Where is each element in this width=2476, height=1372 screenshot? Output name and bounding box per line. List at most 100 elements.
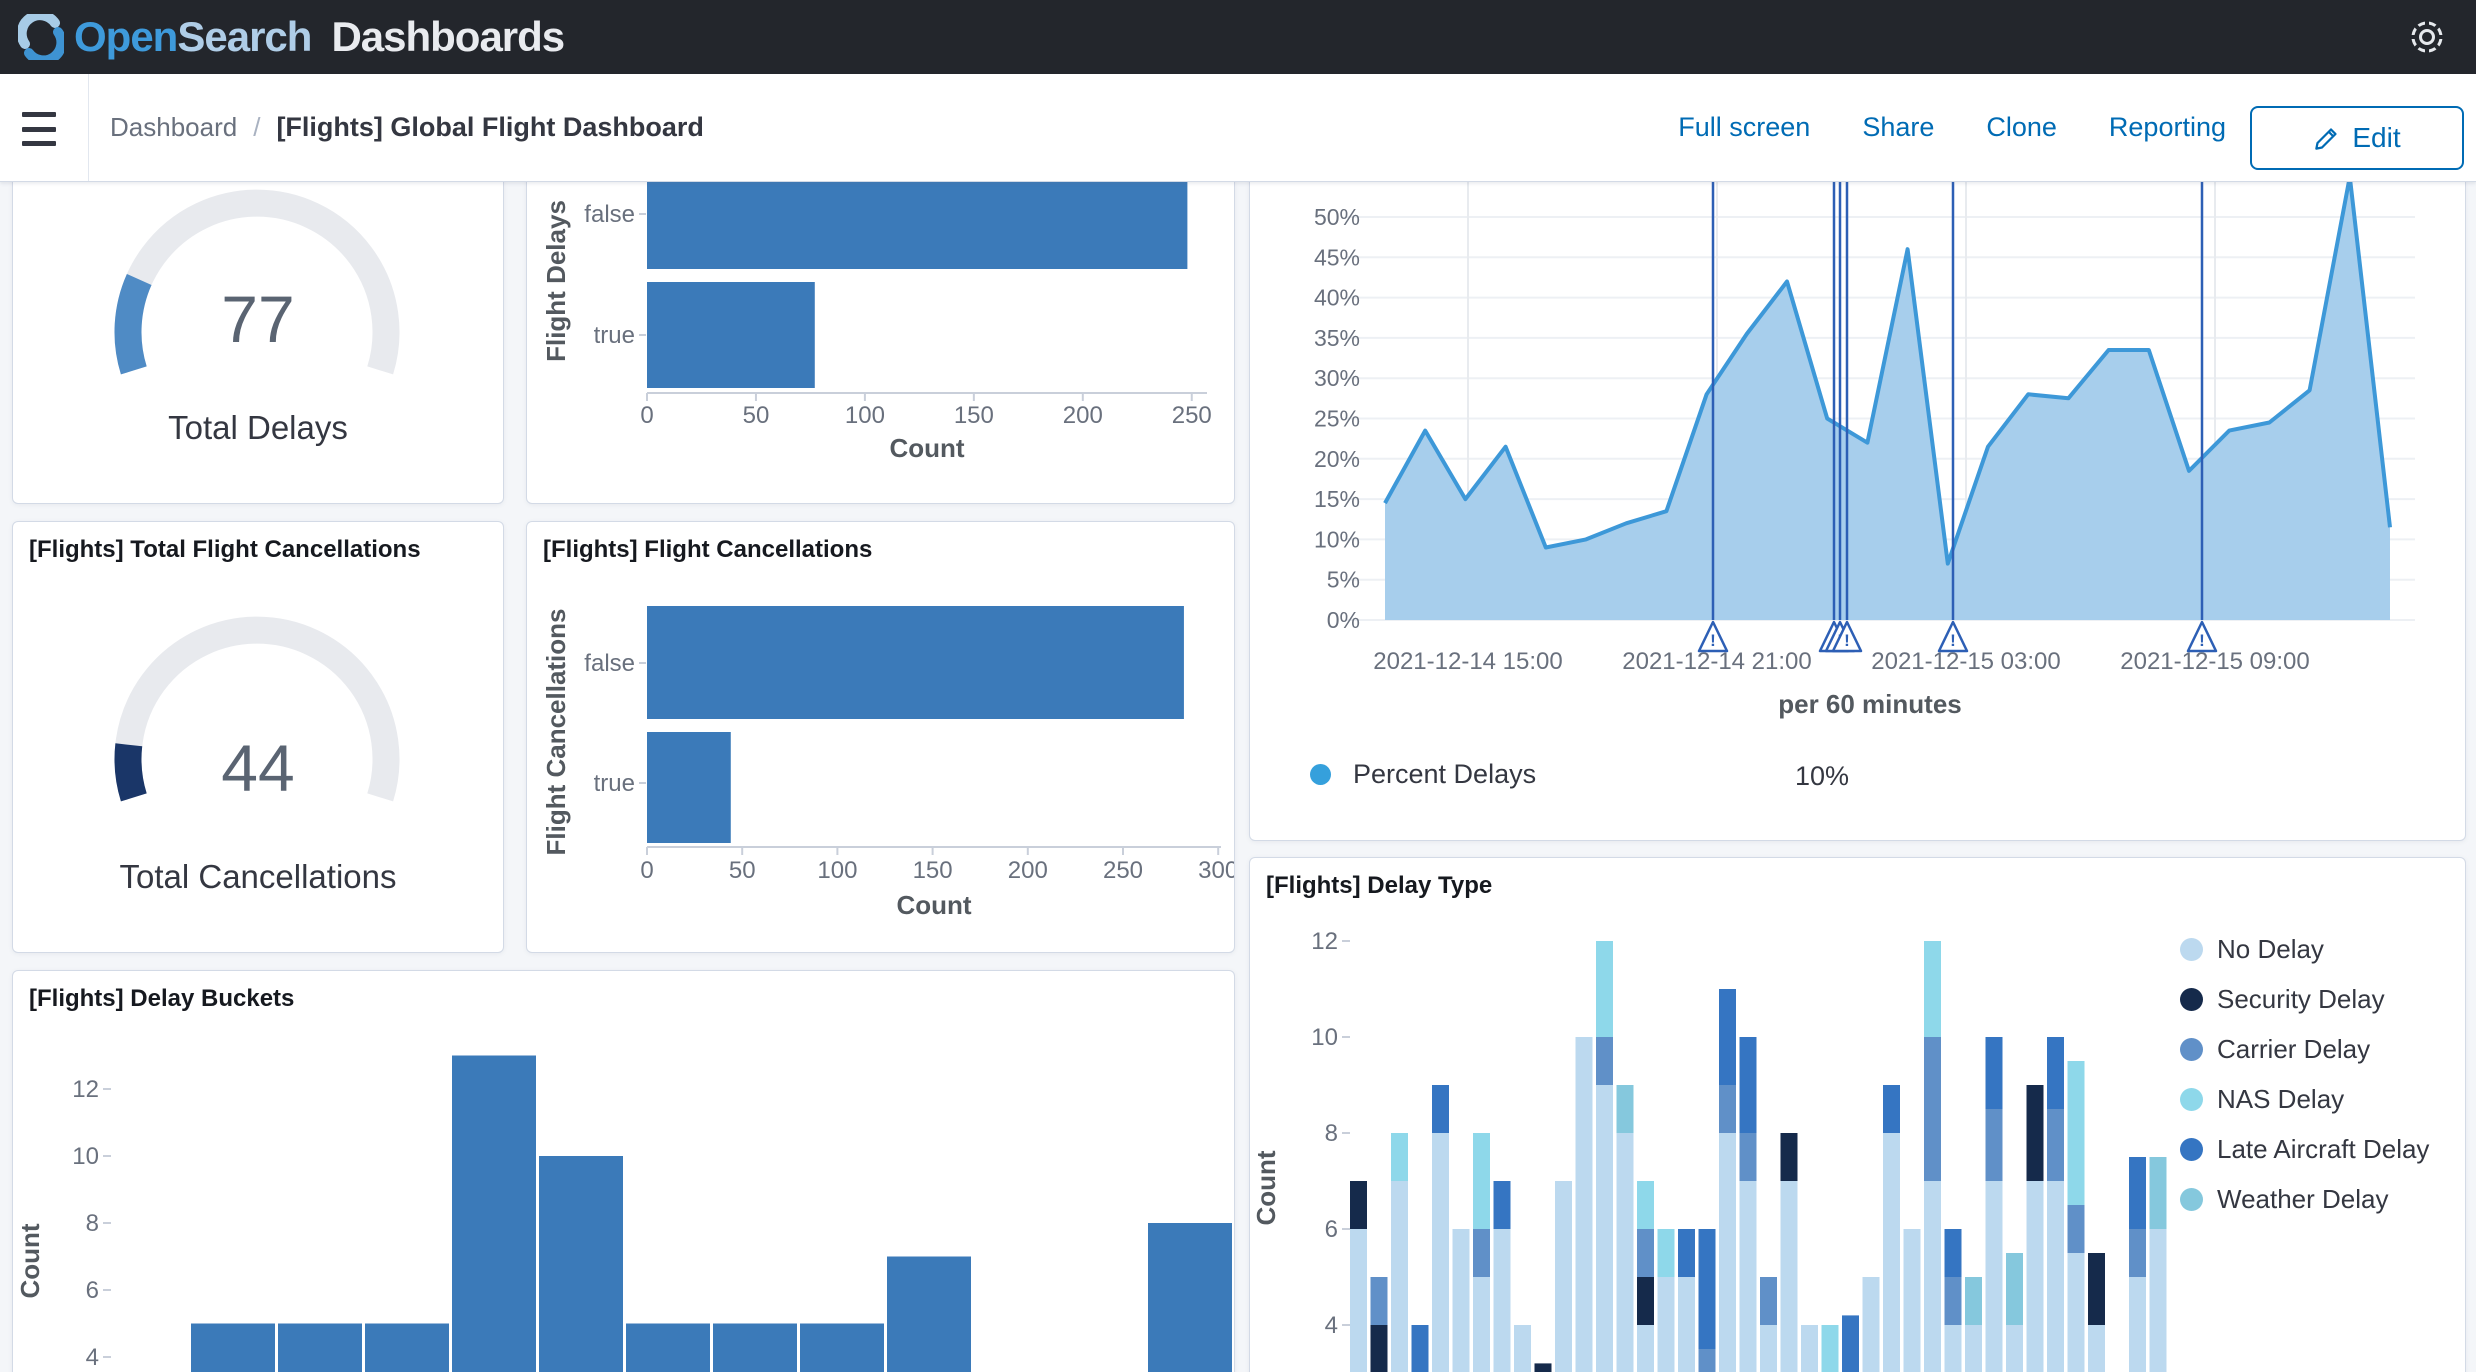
stacked-segment[interactable]	[1555, 1181, 1572, 1372]
bar[interactable]	[626, 1323, 710, 1372]
stacked-segment[interactable]	[1596, 941, 1613, 1037]
stacked-segment[interactable]	[1432, 1133, 1449, 1372]
stacked-segment[interactable]	[1637, 1277, 1654, 1325]
stacked-segment[interactable]	[1944, 1229, 1962, 1277]
stacked-segment[interactable]	[1985, 1109, 2003, 1181]
stacked-segment[interactable]	[1493, 1229, 1511, 1372]
opensearch-logo[interactable]: Open Search Dashboards	[18, 13, 565, 61]
stacked-segment[interactable]	[1780, 1133, 1798, 1181]
full-screen-button[interactable]: Full screen	[1678, 112, 1811, 142]
stacked-segment[interactable]	[1760, 1325, 1777, 1372]
bar[interactable]	[452, 1055, 536, 1372]
share-button[interactable]: Share	[1862, 112, 1935, 142]
stacked-segment[interactable]	[2067, 1253, 2085, 1372]
stacked-segment[interactable]	[2026, 1181, 2044, 1372]
percent-delays-legend-item[interactable]: Percent Delays	[1310, 759, 1536, 790]
stacked-segment[interactable]	[1698, 1349, 1716, 1372]
stacked-segment[interactable]	[1657, 1229, 1675, 1277]
help-lifebuoy-icon[interactable]	[2408, 18, 2446, 56]
stacked-segment[interactable]	[1432, 1085, 1449, 1133]
stacked-segment[interactable]	[1370, 1277, 1388, 1325]
stacked-segment[interactable]	[1739, 1133, 1757, 1181]
stacked-segment[interactable]	[1862, 1277, 1880, 1372]
stacked-segment[interactable]	[1473, 1277, 1490, 1372]
warning-triangle-icon[interactable]	[1697, 620, 1729, 653]
stacked-segment[interactable]	[1739, 1037, 1757, 1133]
stacked-segment[interactable]	[1637, 1229, 1654, 1277]
stacked-segment[interactable]	[1493, 1181, 1511, 1229]
stacked-segment[interactable]	[1370, 1325, 1388, 1372]
stacked-segment[interactable]	[1637, 1181, 1654, 1229]
stacked-segment[interactable]	[2129, 1157, 2146, 1229]
stacked-segment[interactable]	[1760, 1277, 1777, 1325]
delay-buckets-chart[interactable]: 4 6 8 10 12 Count	[13, 971, 1234, 1372]
bar[interactable]	[800, 1323, 884, 1372]
stacked-segment[interactable]	[1944, 1277, 1962, 1325]
stacked-segment[interactable]	[1944, 1325, 1962, 1372]
stacked-segment[interactable]	[2149, 1229, 2167, 1372]
stacked-segment[interactable]	[2006, 1325, 2023, 1372]
stacked-segment[interactable]	[1965, 1277, 1982, 1325]
bar[interactable]	[278, 1323, 362, 1372]
stacked-segment[interactable]	[1903, 1229, 1921, 1372]
legend-item-late[interactable]: Late Aircraft Delay	[2180, 1134, 2429, 1165]
stacked-segment[interactable]	[1801, 1325, 1818, 1372]
stacked-segment[interactable]	[1678, 1277, 1695, 1372]
stacked-segment[interactable]	[1842, 1315, 1859, 1372]
stacked-segment[interactable]	[1883, 1085, 1900, 1133]
bar[interactable]	[539, 1156, 623, 1372]
legend-item-car[interactable]: Carrier Delay	[2180, 1034, 2429, 1065]
stacked-segment[interactable]	[2047, 1037, 2064, 1109]
stacked-segment[interactable]	[1985, 1181, 2003, 1372]
warning-triangle-icon[interactable]	[2186, 620, 2218, 653]
stacked-segment[interactable]	[1924, 1181, 1941, 1372]
stacked-segment[interactable]	[1534, 1363, 1552, 1372]
reporting-button[interactable]: Reporting	[2108, 112, 2226, 142]
stacked-segment[interactable]	[1391, 1133, 1408, 1181]
stacked-segment[interactable]	[1391, 1181, 1408, 1372]
stacked-segment[interactable]	[1883, 1133, 1900, 1372]
bar[interactable]	[191, 1323, 275, 1372]
bar[interactable]	[887, 1256, 971, 1372]
stacked-segment[interactable]	[2149, 1157, 2167, 1229]
stacked-segment[interactable]	[1719, 1085, 1736, 1133]
stacked-segment[interactable]	[1924, 1037, 1941, 1181]
total-delays-gauge[interactable]	[13, 151, 503, 503]
stacked-segment[interactable]	[1657, 1277, 1675, 1372]
edit-button[interactable]: Edit	[2250, 106, 2464, 170]
stacked-segment[interactable]	[1616, 1085, 1634, 1133]
stacked-segment[interactable]	[1596, 1085, 1613, 1372]
bar[interactable]	[713, 1323, 797, 1372]
clone-button[interactable]: Clone	[1986, 112, 2057, 142]
legend-item-no[interactable]: No Delay	[2180, 934, 2429, 965]
legend-item-sec[interactable]: Security Delay	[2180, 984, 2429, 1015]
stacked-segment[interactable]	[2129, 1277, 2146, 1372]
stacked-segment[interactable]	[1350, 1229, 1367, 1372]
stacked-segment[interactable]	[1719, 989, 1736, 1085]
stacked-segment[interactable]	[1596, 1037, 1613, 1085]
percent-delays-area-chart[interactable]: 0% 5% 10% 15% 20% 25% 30% 35% 40% 45% 50% 2021-12-1…	[1250, 151, 2465, 840]
bar[interactable]	[1148, 1223, 1232, 1372]
stacked-segment[interactable]	[1719, 1133, 1736, 1372]
stacked-segment[interactable]	[2088, 1253, 2105, 1325]
stacked-segment[interactable]	[2067, 1061, 2085, 1205]
stacked-segment[interactable]	[1473, 1229, 1490, 1277]
stacked-segment[interactable]	[1452, 1229, 1470, 1372]
stacked-segment[interactable]	[2129, 1229, 2146, 1277]
bar[interactable]	[647, 732, 731, 843]
breadcrumb-dashboard-link[interactable]: Dashboard	[110, 112, 238, 142]
stacked-segment[interactable]	[1411, 1325, 1429, 1372]
flight-delays-chart[interactable]: false true 0 50 100 150 200 250 Count Flight Dela…	[527, 151, 1234, 503]
stacked-segment[interactable]	[1473, 1133, 1490, 1229]
stacked-segment[interactable]	[2026, 1085, 2044, 1181]
stacked-segment[interactable]	[1514, 1325, 1531, 1372]
stacked-segment[interactable]	[1924, 941, 1941, 1037]
delay-type-chart[interactable]: 4 6 8 10 12 Count	[1250, 858, 2465, 1372]
legend-item-nas[interactable]: NAS Delay	[2180, 1084, 2429, 1115]
bar[interactable]	[647, 282, 815, 388]
warning-triangle-icon[interactable]	[1937, 620, 1969, 653]
total-cancellations-gauge[interactable]	[13, 522, 503, 952]
stacked-segment[interactable]	[1350, 1181, 1367, 1229]
stacked-segment[interactable]	[2047, 1109, 2064, 1181]
stacked-segment[interactable]	[1678, 1229, 1695, 1277]
